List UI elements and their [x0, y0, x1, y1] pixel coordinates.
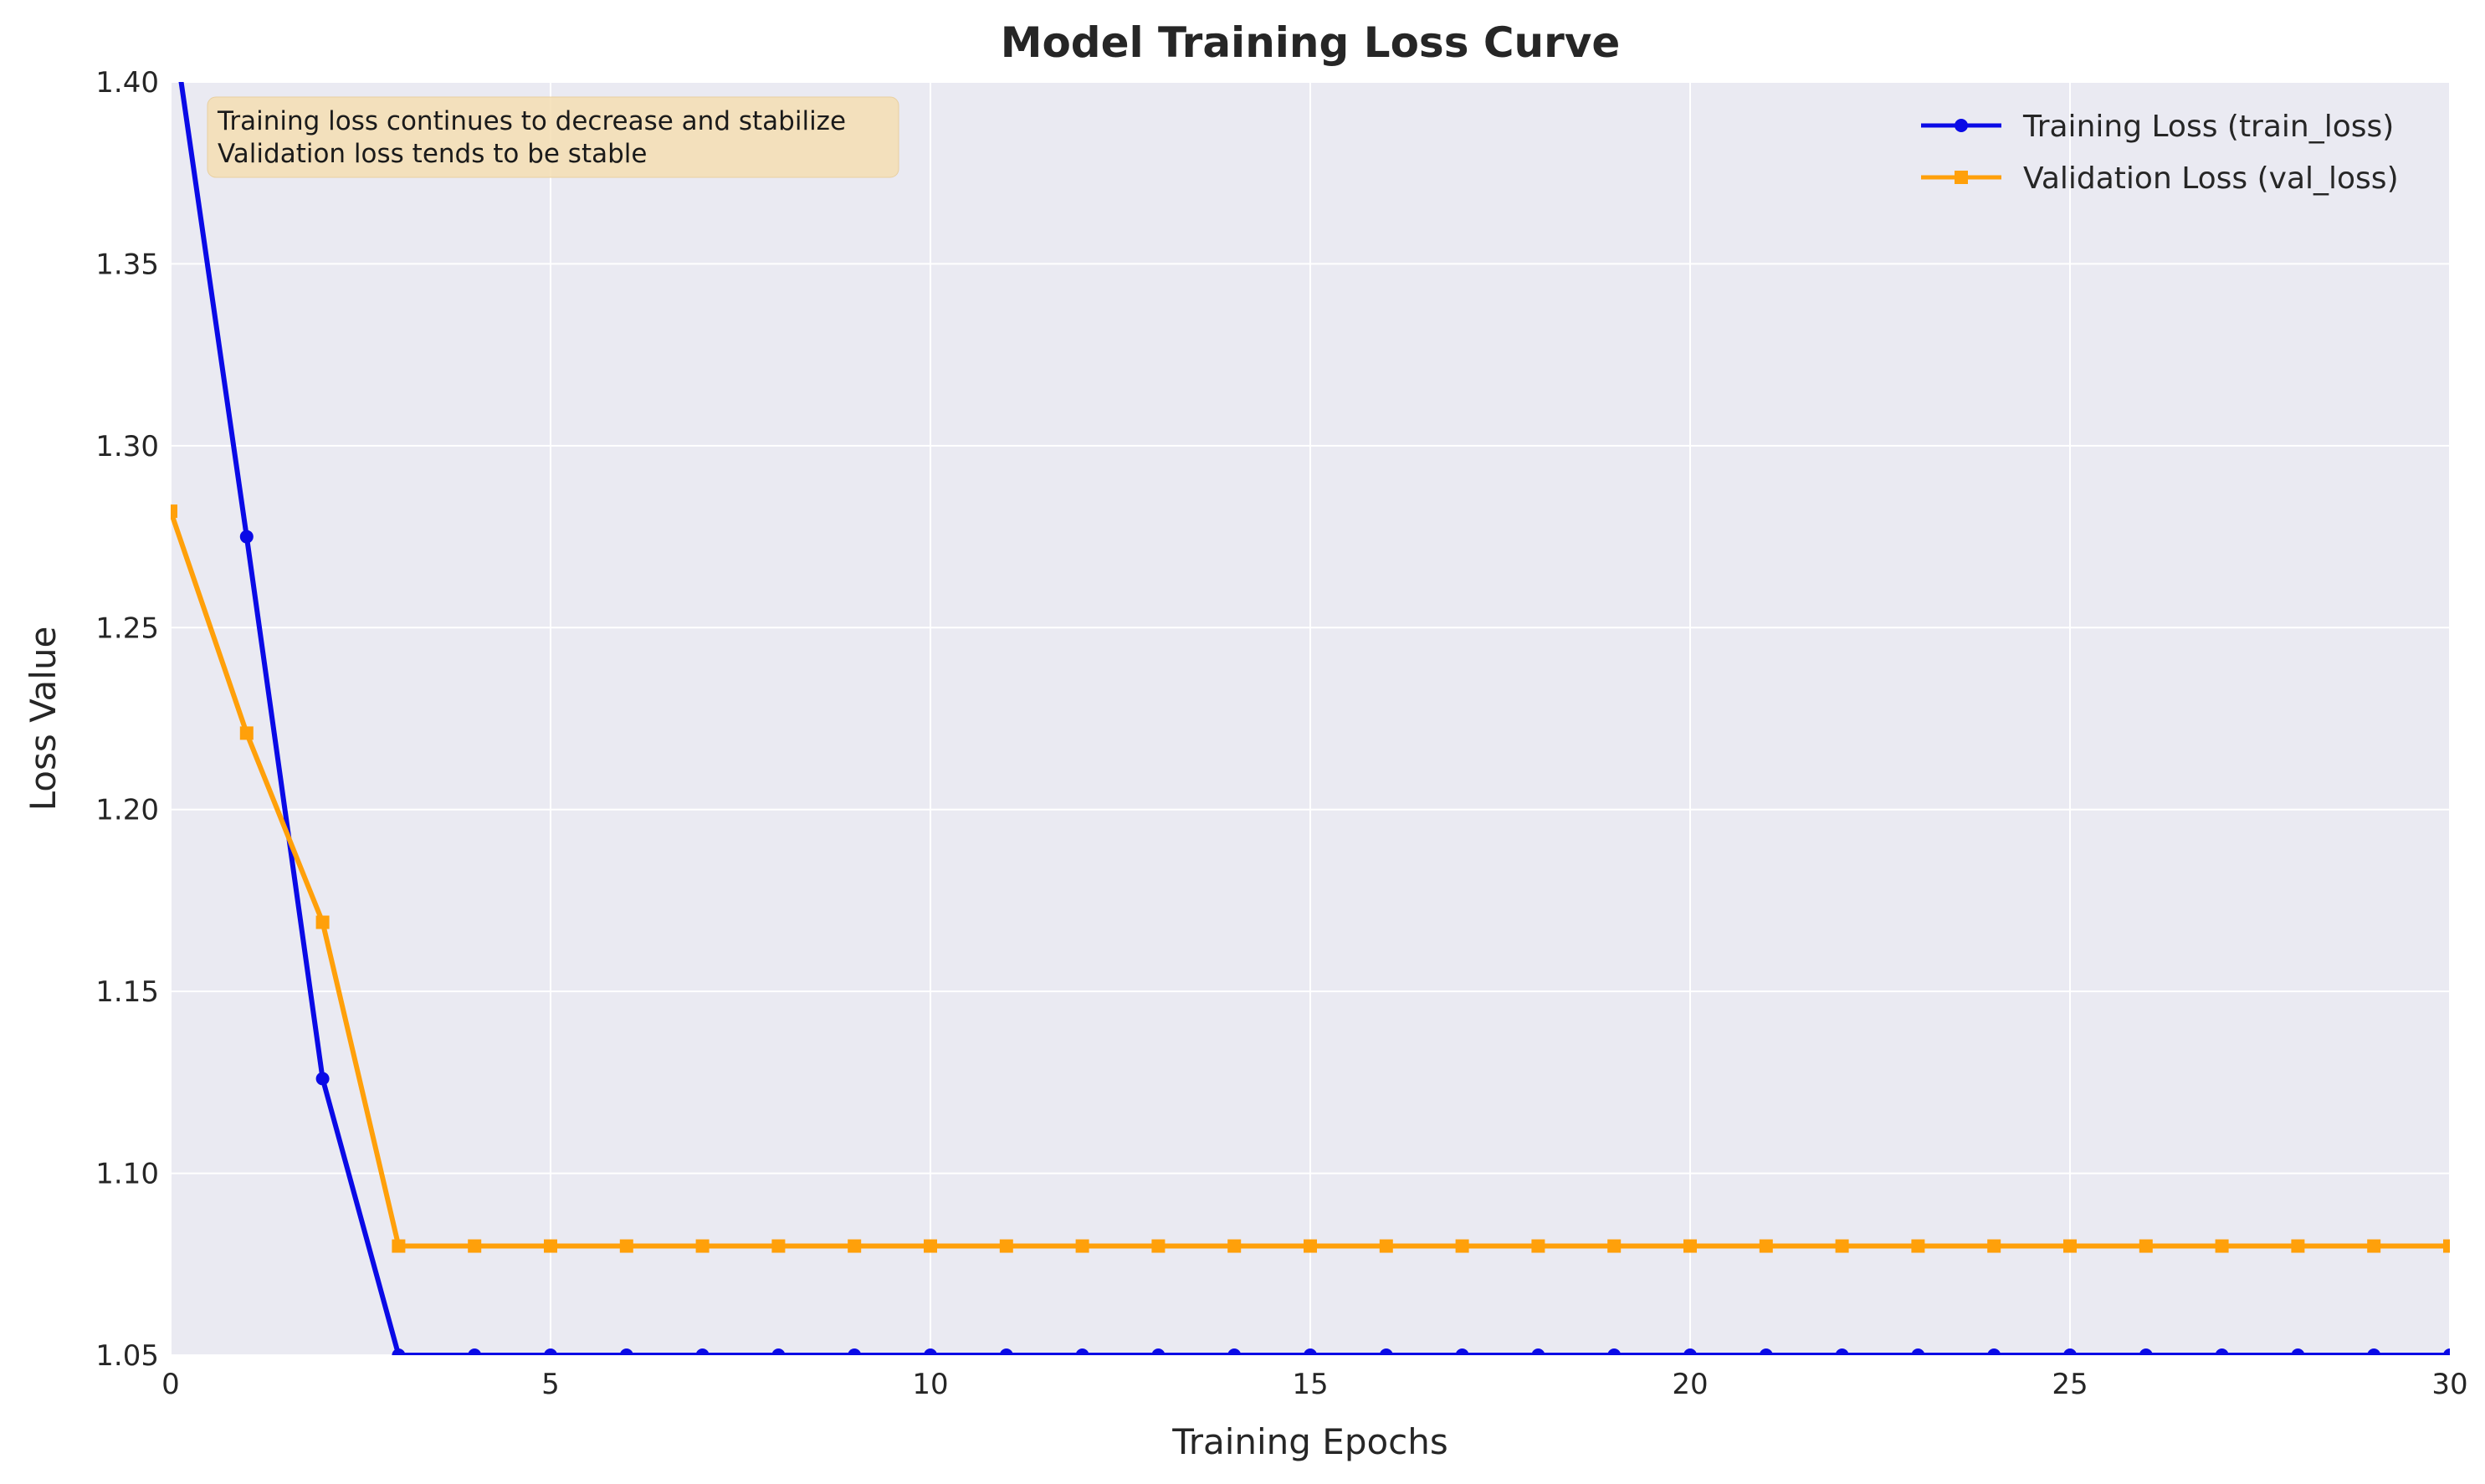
data-point-1-13: [1151, 1239, 1166, 1253]
data-point-1-20: [1683, 1239, 1697, 1253]
data-point-1-19: [1607, 1239, 1622, 1253]
data-point-0-25: [2063, 1348, 2077, 1355]
legend: Training Loss (train_loss) Validation Lo…: [1921, 110, 2399, 196]
data-point-0-19: [1607, 1348, 1622, 1355]
y-tick-label: 1.20: [95, 794, 159, 827]
data-point-0-7: [695, 1348, 710, 1355]
annotation-box: Training loss continues to decrease and …: [207, 96, 899, 178]
x-tick-label: 25: [2052, 1368, 2088, 1401]
data-point-0-13: [1151, 1348, 1166, 1355]
data-point-1-4: [468, 1239, 482, 1253]
y-tick-label: 1.05: [95, 1339, 159, 1373]
data-point-1-28: [2291, 1239, 2305, 1253]
data-point-1-6: [619, 1239, 633, 1253]
data-point-1-0: [171, 504, 177, 519]
data-point-0-8: [771, 1348, 786, 1355]
data-point-0-10: [924, 1348, 937, 1355]
data-point-1-12: [1075, 1239, 1089, 1253]
data-point-0-30: [2443, 1348, 2450, 1355]
data-point-0-27: [2215, 1348, 2229, 1355]
data-point-0-0: [164, 3, 177, 16]
x-tick-label: 10: [912, 1368, 948, 1401]
data-point-0-20: [1683, 1348, 1697, 1355]
data-point-1-3: [392, 1239, 406, 1253]
data-point-0-26: [2139, 1348, 2153, 1355]
data-point-1-23: [1911, 1239, 1925, 1253]
data-point-0-15: [1304, 1348, 1317, 1355]
y-tick-label: 1.25: [95, 612, 159, 645]
data-point-1-9: [848, 1239, 862, 1253]
data-point-1-15: [1304, 1239, 1317, 1253]
data-point-0-14: [1227, 1348, 1242, 1355]
data-point-1-30: [2443, 1239, 2450, 1253]
data-point-1-7: [695, 1239, 710, 1253]
y-tick-label: 1.35: [95, 248, 159, 281]
chart-title: Model Training Loss Curve: [1001, 18, 1621, 67]
data-point-1-10: [924, 1239, 937, 1253]
data-point-1-24: [1987, 1239, 2001, 1253]
x-tick-label: 20: [1672, 1368, 1708, 1401]
y-tick-label: 1.40: [95, 66, 159, 100]
y-tick-labels: 1.05 1.10 1.15 1.20 1.25 1.30 1.35 1.40: [95, 66, 159, 1373]
data-point-0-2: [315, 1072, 330, 1086]
y-tick-label: 1.30: [95, 430, 159, 463]
legend-train-label: Training Loss (train_loss): [2022, 110, 2394, 144]
data-point-1-29: [2367, 1239, 2381, 1253]
x-axis-title: Training Epochs: [1171, 1421, 1448, 1462]
legend-item-val: Validation Loss (val_loss): [1921, 161, 2399, 196]
data-point-0-24: [1987, 1348, 2001, 1355]
data-point-1-27: [2215, 1239, 2229, 1253]
data-point-0-17: [1455, 1348, 1469, 1355]
legend-val-label: Validation Loss (val_loss): [2023, 161, 2399, 196]
annotation-line-1: Training loss continues to decrease and …: [217, 106, 846, 136]
x-tick-label: 5: [541, 1368, 560, 1401]
data-point-1-17: [1455, 1239, 1469, 1253]
data-point-1-11: [999, 1239, 1013, 1253]
data-point-1-1: [239, 726, 254, 740]
data-point-0-11: [999, 1348, 1013, 1355]
data-point-0-16: [1379, 1348, 1393, 1355]
data-point-1-2: [315, 915, 330, 929]
data-point-0-21: [1759, 1348, 1773, 1355]
x-tick-labels: 0 5 10 15 20 25 30: [161, 1368, 2467, 1401]
data-point-1-14: [1227, 1239, 1242, 1253]
y-tick-label: 1.15: [95, 975, 159, 1009]
data-point-1-8: [771, 1239, 786, 1253]
data-point-0-6: [619, 1348, 633, 1355]
data-point-0-12: [1075, 1348, 1089, 1355]
data-point-0-28: [2291, 1348, 2305, 1355]
legend-val-marker: [1955, 171, 1968, 184]
data-point-0-3: [392, 1348, 406, 1355]
annotation-line-2: Validation loss tends to be stable: [218, 139, 647, 169]
data-point-0-29: [2367, 1348, 2381, 1355]
data-point-0-5: [544, 1348, 557, 1355]
y-tick-label: 1.10: [95, 1158, 159, 1191]
data-point-1-26: [2139, 1239, 2153, 1253]
legend-train-marker: [1955, 119, 1968, 132]
marker-layer: [164, 3, 2450, 1355]
x-tick-label: 0: [161, 1368, 180, 1401]
data-point-1-25: [2063, 1239, 2077, 1253]
data-point-0-9: [848, 1348, 862, 1355]
x-tick-label: 30: [2431, 1368, 2467, 1401]
data-point-0-23: [1911, 1348, 1925, 1355]
data-point-1-18: [1531, 1239, 1545, 1253]
data-point-0-1: [239, 530, 254, 544]
data-point-0-22: [1835, 1348, 1849, 1355]
y-axis-title: Loss Value: [23, 627, 64, 811]
data-point-0-18: [1531, 1348, 1545, 1355]
data-point-1-5: [544, 1239, 557, 1253]
data-point-1-16: [1379, 1239, 1393, 1253]
data-point-1-21: [1759, 1239, 1773, 1253]
data-point-0-4: [468, 1348, 482, 1355]
legend-item-train: Training Loss (train_loss): [1921, 110, 2394, 144]
x-tick-label: 15: [1292, 1368, 1328, 1401]
data-point-1-22: [1835, 1239, 1849, 1253]
